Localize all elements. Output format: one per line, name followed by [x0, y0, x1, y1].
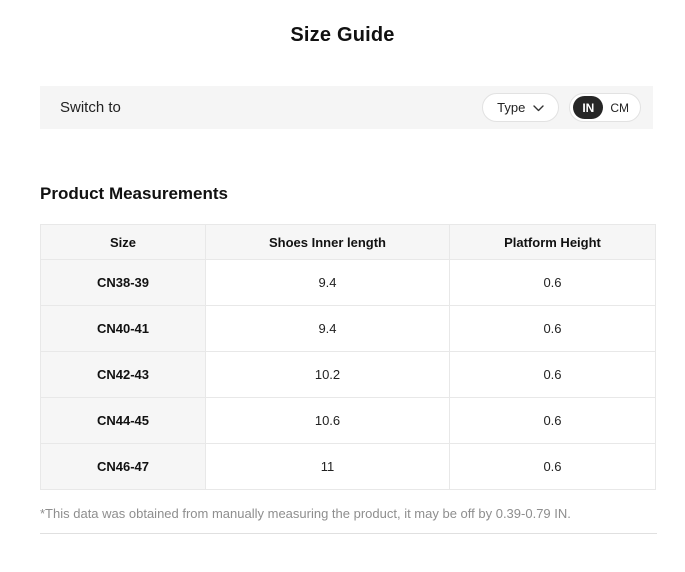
unit-toggle: IN CM [569, 93, 641, 122]
table-row: CN44-45 10.6 0.6 [40, 397, 656, 444]
measurement-disclaimer: *This data was obtained from manually me… [40, 506, 571, 521]
unit-option-cm[interactable]: CM [610, 100, 629, 115]
inner-length-cell: 9.4 [205, 259, 450, 306]
inner-length-cell: 11 [205, 443, 450, 490]
page-title: Size Guide [290, 24, 395, 46]
platform-height-cell: 0.6 [449, 305, 656, 352]
table-row: CN42-43 10.2 0.6 [40, 351, 656, 398]
table-row: CN46-47 11 0.6 [40, 443, 656, 490]
platform-height-cell: 0.6 [449, 351, 656, 398]
type-dropdown-label: Type [497, 100, 526, 115]
size-cell: CN42-43 [40, 351, 206, 398]
inner-length-cell: 9.4 [205, 305, 450, 352]
bottom-divider [40, 533, 657, 534]
size-cell: CN46-47 [40, 443, 206, 490]
size-cell: CN44-45 [40, 397, 206, 444]
measurements-table: Size Shoes Inner length Platform Height … [40, 224, 656, 490]
size-cell: CN40-41 [40, 305, 206, 352]
size-cell: CN38-39 [40, 259, 206, 306]
column-header-inner-length: Shoes Inner length [205, 224, 450, 260]
unit-option-in[interactable]: IN [573, 96, 604, 119]
section-heading: Product Measurements [40, 184, 228, 203]
platform-height-cell: 0.6 [449, 397, 656, 444]
table-row: CN40-41 9.4 0.6 [40, 305, 656, 352]
inner-length-cell: 10.2 [205, 351, 450, 398]
platform-height-cell: 0.6 [449, 443, 656, 490]
column-header-platform-height: Platform Height [449, 224, 656, 260]
switch-to-label: Switch to [60, 99, 121, 116]
table-header-row: Size Shoes Inner length Platform Height [40, 224, 656, 260]
platform-height-cell: 0.6 [449, 259, 656, 306]
inner-length-cell: 10.6 [205, 397, 450, 444]
table-row: CN38-39 9.4 0.6 [40, 259, 656, 306]
column-header-size: Size [40, 224, 206, 260]
chevron-down-icon [533, 104, 545, 112]
type-dropdown-button[interactable]: Type [482, 93, 560, 122]
switch-controls: Type IN CM [482, 93, 641, 122]
switch-bar: Switch to Type IN CM [40, 86, 653, 129]
